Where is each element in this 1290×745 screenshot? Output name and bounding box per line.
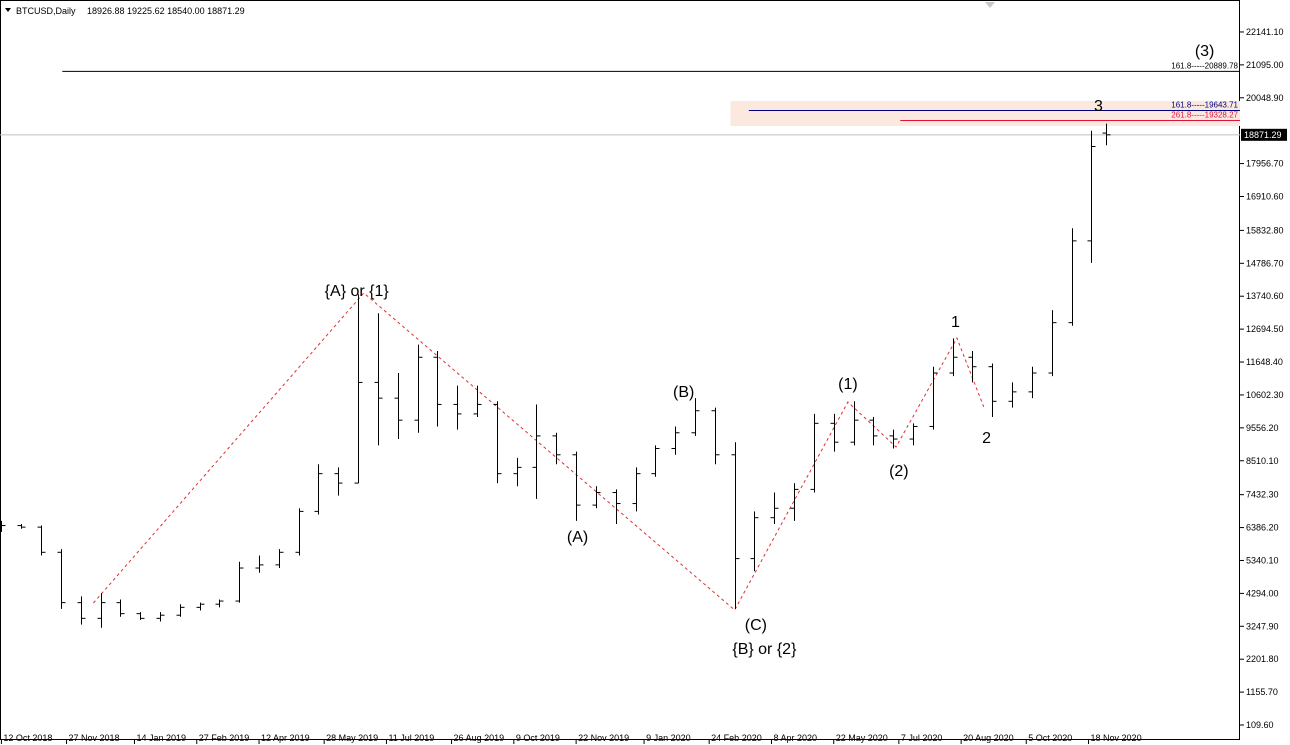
shift-marker	[985, 2, 995, 8]
fib-level-label: 261.8-----19328.27	[1171, 110, 1238, 119]
fib-level-label: 161.8-----19643.71	[1171, 101, 1238, 110]
wave-label: 2	[982, 430, 991, 447]
y-tick-label: 4294.00	[1246, 588, 1279, 598]
y-tick-label: 14786.70	[1246, 258, 1284, 268]
wave-label: (1)	[838, 376, 858, 393]
y-tick-label: 21095.00	[1246, 60, 1284, 70]
y-tick-label: 22141.10	[1246, 27, 1284, 37]
x-tick-label: 27 Nov 2018	[69, 733, 120, 743]
x-tick-label: 18 Nov 2020	[1091, 733, 1142, 743]
x-tick-label: 9 Oct 2019	[516, 733, 560, 743]
wave-label: (A)	[567, 529, 588, 546]
x-tick-label: 9 Jan 2020	[646, 733, 691, 743]
y-tick-label: 12694.50	[1246, 324, 1284, 334]
x-tick-label: 26 Aug 2019	[454, 733, 505, 743]
y-tick-label: 16910.60	[1246, 191, 1284, 201]
x-tick-label: 20 Aug 2020	[963, 733, 1014, 743]
x-tick-label: 8 Apr 2020	[773, 733, 817, 743]
y-tick-label: 15832.80	[1246, 225, 1284, 235]
wave-label: 1	[951, 314, 960, 331]
x-tick-label: 7 Jul 2020	[901, 733, 943, 743]
x-tick-label: 12 Oct 2018	[3, 733, 52, 743]
y-tick-label: 9556.20	[1246, 423, 1279, 433]
menu-arrow[interactable]	[5, 8, 11, 12]
x-tick-label: 24 Feb 2020	[711, 733, 762, 743]
wave-label: 3	[1094, 98, 1103, 115]
y-tick-label: 3247.90	[1246, 621, 1279, 631]
y-tick-label: 6386.20	[1246, 523, 1279, 533]
wave-label: (B)	[673, 384, 694, 401]
x-tick-label: 27 Feb 2019	[199, 733, 250, 743]
fib-level-label: 161.8-----20889.78	[1171, 61, 1238, 70]
wave-label: (C)	[745, 617, 767, 634]
x-tick-label: 12 Apr 2019	[261, 733, 310, 743]
y-tick-label: 2201.80	[1246, 654, 1279, 664]
x-tick-label: 5 Oct 2020	[1028, 733, 1072, 743]
symbol-label: BTCUSD,Daily	[16, 6, 76, 16]
x-tick-label: 28 May 2019	[326, 733, 378, 743]
fib-zone	[730, 100, 1240, 126]
x-tick-label: 11 Jul 2019	[388, 733, 434, 743]
x-tick-label: 22 May 2020	[836, 733, 888, 743]
wave-label: {B} or {2}	[732, 641, 797, 658]
x-tick-label: 22 Nov 2019	[578, 733, 629, 743]
y-tick-label: 109.60	[1246, 720, 1274, 730]
wave-label: {A} or {1}	[325, 283, 390, 300]
price-tag-label: 18871.29	[1244, 130, 1282, 140]
y-tick-label: 5340.10	[1246, 555, 1279, 565]
y-tick-label: 1155.70	[1246, 687, 1278, 697]
y-tick-label: 8510.10	[1246, 456, 1279, 466]
quote-label: 18926.88 19225.62 18540.00 18871.29	[87, 6, 245, 16]
y-tick-label: 10602.30	[1246, 390, 1284, 400]
y-tick-label: 7432.30	[1246, 490, 1279, 500]
price-tag	[1241, 128, 1287, 141]
x-tick-label: 14 Jan 2019	[136, 733, 186, 743]
wave-label: (3)	[1195, 43, 1215, 60]
y-tick-label: 13740.60	[1246, 291, 1284, 301]
y-tick-label: 20048.90	[1246, 93, 1284, 103]
wave-label: (2)	[889, 463, 909, 480]
y-tick-label: 17956.70	[1246, 159, 1284, 169]
y-tick-label: 11648.40	[1246, 357, 1283, 367]
wave-path	[93, 292, 985, 611]
